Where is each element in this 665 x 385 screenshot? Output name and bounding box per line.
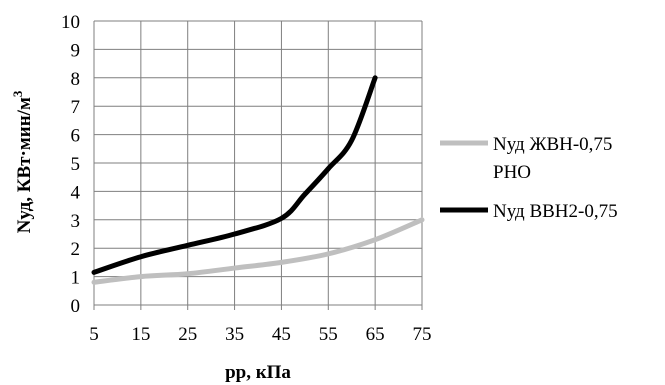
y-tick-label: 0 (71, 296, 81, 317)
legend-label-1: РНО (493, 162, 531, 183)
legend: Nуд ЖВН-0,75 РНО Nуд ВВН2-0,75 (440, 134, 618, 222)
y-tick-label: 7 (71, 97, 81, 118)
y-tick-label: 9 (71, 40, 81, 61)
y-axis-title-superscript: 3 (10, 90, 25, 97)
y-tick-label: 6 (71, 126, 81, 147)
x-axis-title: pp, кПа (225, 362, 291, 383)
x-tick-label: 45 (272, 324, 291, 345)
series-lines (91, 75, 425, 285)
x-tick-label: 25 (178, 324, 197, 345)
x-tick-label: 35 (225, 324, 244, 345)
y-axis-title-text: Nуд, КВт·мин/м (14, 97, 35, 233)
y-tick-label: 4 (71, 182, 81, 203)
y-axis-title: Nуд, КВт·мин/м3 (10, 90, 35, 233)
y-tick-label: 1 (71, 268, 81, 289)
x-tick-label: 15 (131, 324, 150, 345)
x-tick-label: 55 (319, 324, 338, 345)
x-tick-label: 5 (89, 324, 99, 345)
legend-label-2: Nуд ВВН2-0,75 (493, 201, 618, 222)
grid-lines (93, 20, 423, 310)
y-tick-label: 2 (71, 239, 81, 260)
x-tick-label: 65 (366, 324, 385, 345)
y-tick-label: 3 (71, 211, 81, 232)
y-tick-label: 10 (61, 12, 80, 33)
x-tick-label: 75 (413, 324, 432, 345)
y-tick-label: 5 (71, 154, 81, 175)
legend-label-1: Nуд ЖВН-0,75 (493, 134, 612, 155)
series-line-1 (91, 217, 425, 285)
y-tick-label: 8 (71, 69, 81, 90)
series-line-2 (91, 75, 378, 275)
